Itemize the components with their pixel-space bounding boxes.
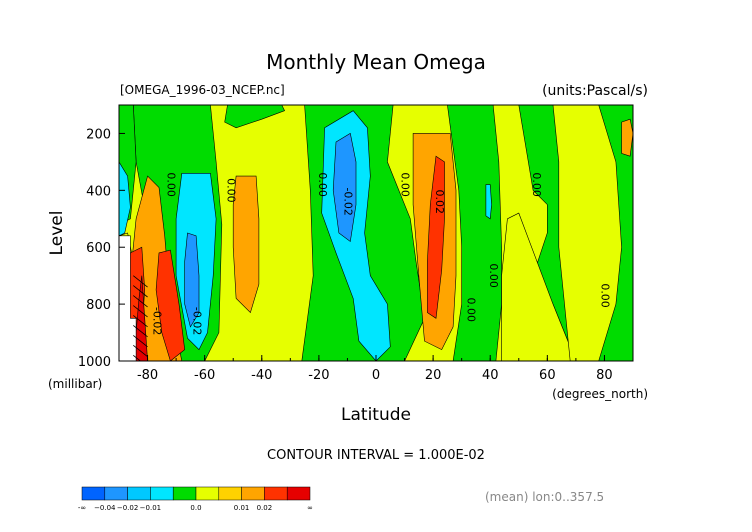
colorbar-tick-label: −0.01 xyxy=(140,504,161,512)
contour-label: 0.00 xyxy=(225,178,238,203)
y-tick-label: 200 xyxy=(86,127,111,142)
file-label: [OMEGA_1996-03_NCEP.nc] xyxy=(120,83,285,97)
colorbar-tick-label: 0.0 xyxy=(190,504,201,512)
contour-region-red-nh-20 xyxy=(427,155,445,319)
contour-region-green-sh-45 xyxy=(224,105,286,129)
contour-interval-text: CONTOUR INTERVAL = 1.000E-02 xyxy=(267,448,485,463)
x-tick-label: -80 xyxy=(137,368,158,383)
colorbar-tick-label: 0.01 xyxy=(234,504,250,512)
colorbar-swatch xyxy=(127,486,151,501)
colorbar-tick-label: 0.02 xyxy=(257,504,273,512)
hatch-line xyxy=(133,285,148,298)
contour-label: 0.00 xyxy=(599,283,612,308)
y-unit-label: (millibar) xyxy=(48,377,102,391)
hatch-line xyxy=(133,345,148,358)
colorbar-tick-label: −0.02 xyxy=(117,504,138,512)
colorbar-tick-label: ∞ xyxy=(307,504,313,512)
colorbar-swatch xyxy=(172,486,197,501)
hatch-line xyxy=(133,305,148,318)
contour-fill-regions xyxy=(119,105,633,361)
contour-region-yellow-nh-85 xyxy=(552,105,622,361)
contour-region-cyan-nh-42 xyxy=(485,184,492,220)
chart-title: Monthly Mean Omega xyxy=(266,50,486,74)
colorbar-swatch xyxy=(218,486,242,501)
contour-region-orange-sh-45 xyxy=(232,175,260,314)
contour-label: -0.02 xyxy=(342,187,355,215)
colorbar-swatch xyxy=(264,486,288,501)
x-axis: -80 -60 -40 -20 0 20 40 60 80 xyxy=(118,355,634,383)
hatch-line xyxy=(133,315,148,328)
contour-label: -0.02 xyxy=(190,307,203,335)
contour-labels: 0.00 0.00 0.00 -0.02 0.00 0.02 0.00 0.00 0.00 0.0… xyxy=(150,172,611,335)
colorbar: -∞ −0.04 −0.02 −0.01 0.0 0.01 0.02 ∞ xyxy=(78,486,313,512)
contour-region-yellow-nh-60 xyxy=(501,212,577,361)
colorbar-swatch xyxy=(241,486,265,501)
hatch-line xyxy=(133,335,148,348)
units-label: (units:Pascal/s) xyxy=(542,83,648,99)
y-tick-label: 600 xyxy=(86,241,111,256)
contour-region-blackout-sh xyxy=(119,235,137,361)
contour-region-orange-nh-88 xyxy=(621,118,633,157)
colorbar-swatch xyxy=(150,486,174,501)
colorbar-swatch xyxy=(81,486,106,501)
x-tick-label: 80 xyxy=(596,368,613,383)
colorbar-tick-label: −0.04 xyxy=(94,504,116,512)
contour-label: 0.00 xyxy=(530,172,543,197)
colorbar-tick-label: -∞ xyxy=(78,504,86,512)
contour-label: 0.00 xyxy=(399,172,412,197)
y-axis-label: Level xyxy=(47,211,67,256)
x-tick-label: -20 xyxy=(308,368,329,383)
colorbar-swatch xyxy=(286,486,311,501)
contour-label: -0.02 xyxy=(150,307,163,335)
x-tick-label: -60 xyxy=(194,368,215,383)
y-tick-label: 400 xyxy=(86,184,111,199)
contour-label: 0.02 xyxy=(433,189,446,214)
x-tick-label: 0 xyxy=(372,368,380,383)
y-axis: 200 400 600 800 1000 xyxy=(78,127,125,370)
x-axis-label: Latitude xyxy=(341,405,411,425)
contour-label: 0.00 xyxy=(165,172,178,197)
contour-region-blue-sh-64 xyxy=(184,232,200,328)
contour-label: 0.00 xyxy=(464,298,477,323)
x-unit-label: (degrees_north) xyxy=(552,387,648,401)
x-tick-label: 40 xyxy=(482,368,499,383)
y-tick-label: 800 xyxy=(86,298,111,313)
x-tick-label: 20 xyxy=(425,368,442,383)
colorbar-swatch xyxy=(195,486,220,501)
colorbar-swatch xyxy=(104,486,128,501)
footer-note: (mean) lon:0..357.5 xyxy=(485,490,604,504)
contour-label: 0.00 xyxy=(316,172,329,197)
contour-region-red-sh-72 xyxy=(155,249,186,361)
x-tick-label: 60 xyxy=(539,368,556,383)
hatch-line xyxy=(133,354,142,361)
contour-region-green-nh-40 xyxy=(447,105,502,361)
hatch-line xyxy=(133,275,148,288)
contour-region-blue-eq xyxy=(332,132,357,243)
y-tick-label: 1000 xyxy=(78,355,111,370)
hatch-line xyxy=(133,295,148,308)
contour-label: 0.00 xyxy=(487,263,500,288)
hatch-line xyxy=(133,325,148,338)
x-tick-label: -40 xyxy=(251,368,272,383)
contour-region-cyan-sh-88 xyxy=(119,161,131,237)
